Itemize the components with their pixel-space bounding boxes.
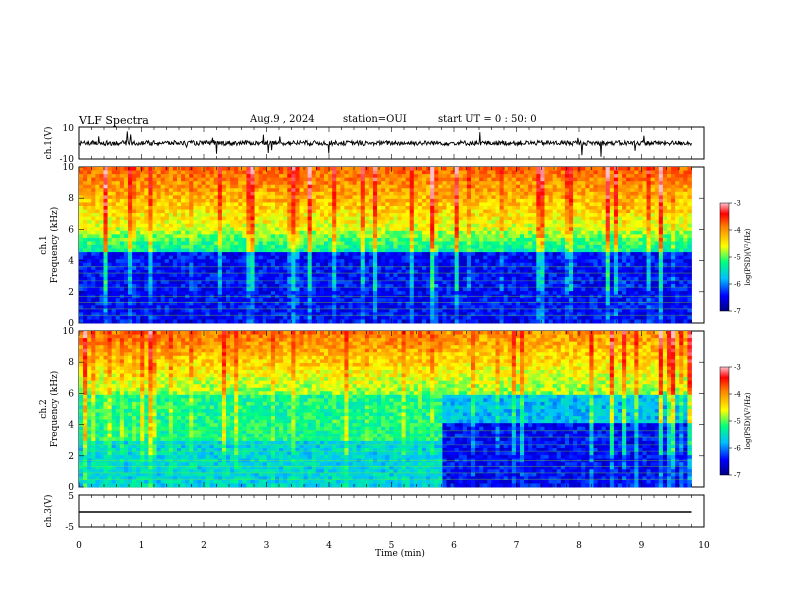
colorbar-tick-label: -5 [734, 418, 741, 426]
x-tick-label: 6 [451, 541, 457, 551]
ch1-spectrogram-image [79, 167, 692, 324]
colorbar-tick-label: -6 [734, 445, 741, 453]
colorbar-tick-label: -7 [734, 308, 741, 316]
y-tick-label: 4 [68, 421, 74, 431]
ch2-colorbar-label: log(PSD)(V²/Hz) [744, 392, 752, 449]
colorbar-tick-label: -3 [734, 364, 741, 372]
y-tick-label: 4 [68, 257, 74, 267]
ch1-waveform-trace [78, 131, 692, 157]
ch1-ytick-top: 10 [63, 124, 75, 134]
y-tick-label: 0 [68, 483, 74, 493]
x-tick-label: 5 [389, 541, 395, 551]
start-time-label: start UT = 0 : 50: 0 [438, 114, 537, 125]
x-tick-label: 0 [76, 541, 82, 551]
colorbar-ticks: -3 -4 -5 -6 -7 -3 -4 -5 -6 -7 [729, 200, 741, 480]
y-tick-label: 6 [68, 225, 74, 235]
x-tick-label: 8 [576, 541, 582, 551]
y-tick-label: 2 [68, 288, 74, 298]
ch1-spec-ylabel: ch.1 [39, 235, 49, 254]
ch3-ylabel: ch.3(V) [43, 495, 54, 528]
y-tick-label: 8 [68, 194, 74, 204]
station-label: station=OUI [343, 114, 407, 125]
ch3-ytick-top: 5 [68, 492, 74, 502]
y-tick-label: 10 [63, 327, 75, 337]
colorbar-tick-label: -4 [734, 391, 741, 399]
y-tick-label: 6 [68, 389, 74, 399]
ch1-ylabel: ch.1(V) [43, 127, 54, 160]
colorbar-tick-label: -5 [734, 254, 741, 262]
chart-title: VLF Spectra [79, 114, 149, 127]
x-tick-label: 4 [326, 541, 332, 551]
colorbar-tick-label: -3 [734, 200, 741, 208]
colorbar-tick-label: -7 [734, 472, 741, 480]
colorbar-tick-label: -4 [734, 227, 741, 235]
x-tick-label: 9 [639, 541, 645, 551]
x-tick-label: 2 [201, 541, 207, 551]
y-tick-label: 10 [63, 163, 75, 173]
ch3-ytick-bottom: -5 [65, 523, 74, 533]
date-label: Aug.9 , 2024 [250, 114, 315, 125]
colorbar-tick-label: -6 [734, 281, 741, 289]
ch1-spec-ylabel2: Frequency (kHz) [49, 207, 60, 284]
y-tick-label: 2 [68, 452, 74, 462]
x-tick-label: 10 [698, 541, 710, 551]
y-tick-label: 0 [68, 319, 74, 329]
ch1-colorbar-label: log(PSD)(V²/Hz) [744, 228, 752, 285]
ch2-spec-ylabel2: Frequency (kHz) [49, 371, 60, 448]
x-axis-label: Time (min) [375, 548, 425, 559]
y-tick-label: 8 [68, 358, 74, 368]
ch1-ytick-bottom: -10 [60, 155, 75, 165]
ch2-spectrogram-image [79, 331, 692, 488]
ch2-spec-ylabel: ch.2 [39, 399, 49, 418]
x-tick-label: 3 [264, 541, 270, 551]
x-tick-label: 1 [139, 541, 145, 551]
x-tick-label: 7 [514, 541, 520, 551]
